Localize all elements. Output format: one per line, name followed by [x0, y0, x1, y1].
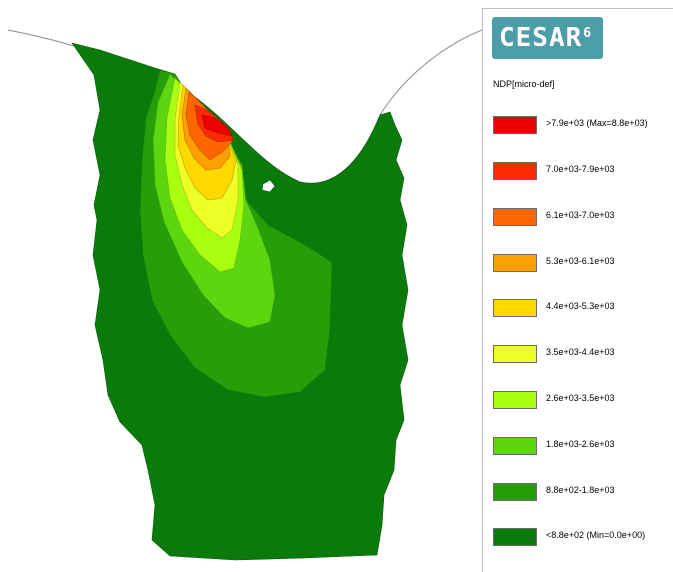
legend-label: 2.6e+03-3.5e+03 — [546, 393, 615, 403]
legend-swatch — [493, 528, 537, 546]
legend-swatch — [493, 254, 537, 272]
legend-quantity-label: NDP[micro-def] — [493, 79, 555, 89]
legend-swatch — [493, 116, 537, 134]
legend-swatch — [493, 345, 537, 363]
legend-label: 5.3e+03-6.1e+03 — [546, 256, 615, 266]
legend-swatch — [493, 391, 537, 409]
domain-hole — [261, 179, 276, 193]
legend-panel: CESAR6 NDP[micro-def] >7.9e+03 (Max=8.8e… — [482, 8, 673, 572]
logo-text: CESAR — [499, 23, 583, 53]
legend-label: >7.9e+03 (Max=8.8e+03) — [546, 118, 648, 128]
legend-swatch — [493, 299, 537, 317]
legend-swatch — [493, 162, 537, 180]
logo-version: 6 — [583, 26, 593, 41]
contour-plot — [7, 29, 482, 561]
legend-label: 8.8e+02-1.8e+03 — [546, 485, 615, 495]
contour-band-1 — [201, 114, 233, 137]
legend-label: <8.8e+02 (Min=0.0e+00) — [546, 530, 646, 540]
legend-swatch — [493, 208, 537, 226]
legend-label: 3.5e+03-4.4e+03 — [546, 347, 615, 357]
legend-label: 7.0e+03-7.9e+03 — [546, 164, 615, 174]
cesar-logo: CESAR6 — [492, 17, 603, 59]
legend-swatch — [493, 483, 537, 501]
legend-label: 4.4e+03-5.3e+03 — [546, 301, 615, 311]
legend-swatch — [493, 437, 537, 455]
legend-label: 6.1e+03-7.0e+03 — [546, 210, 615, 220]
legend-label: 1.8e+03-2.6e+03 — [546, 439, 615, 449]
